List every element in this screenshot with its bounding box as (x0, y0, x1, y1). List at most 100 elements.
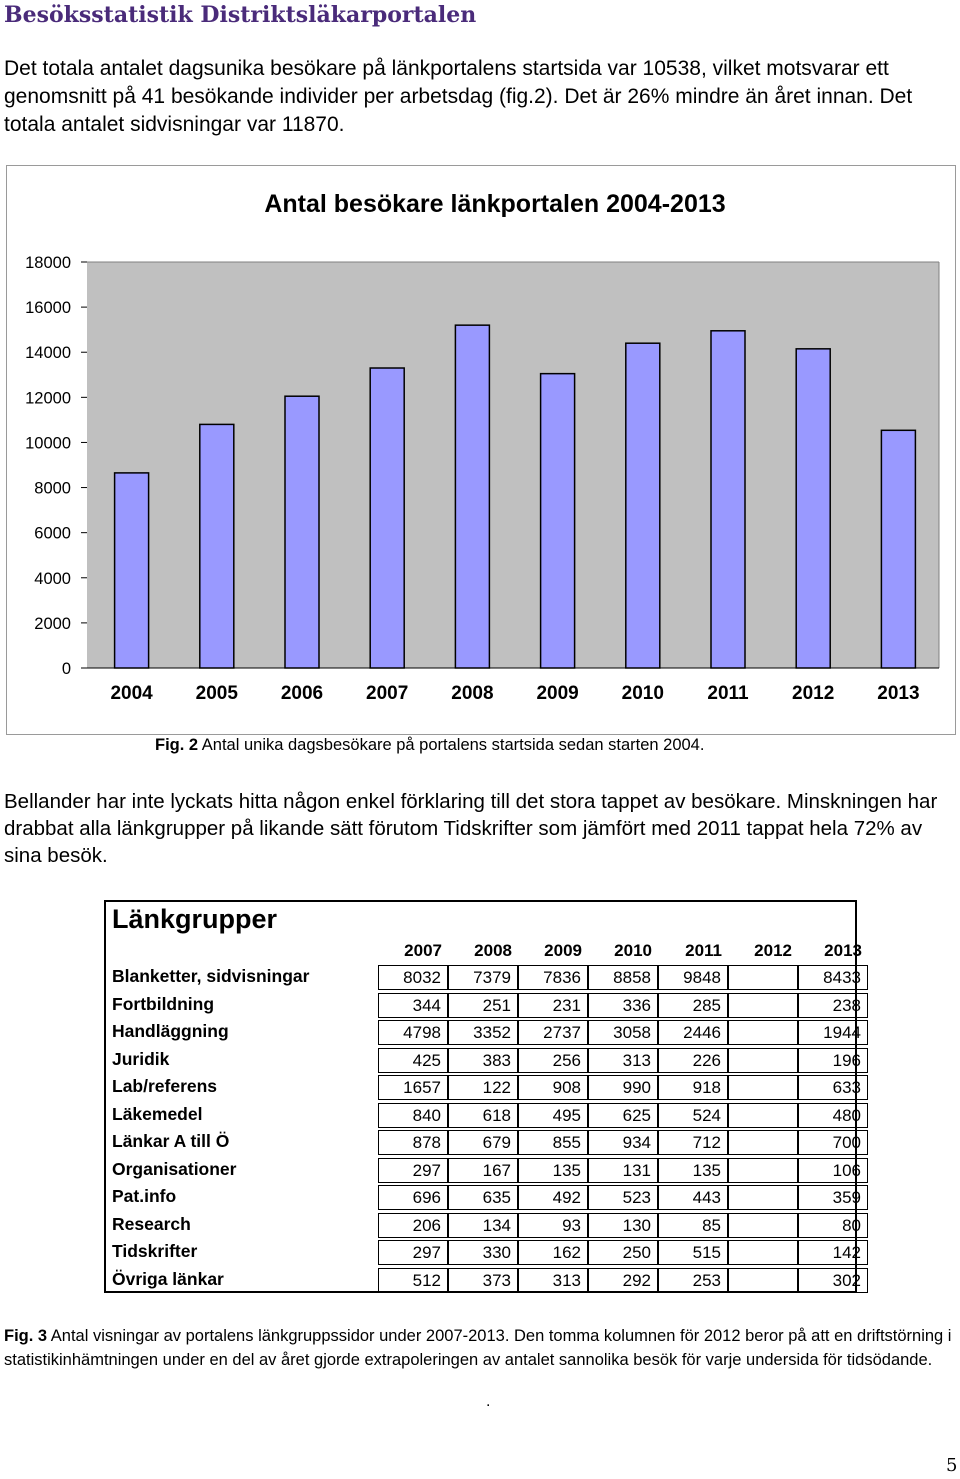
x-tick-label: 2008 (451, 683, 493, 704)
page-title: Besöksstatistik Distriktsläkarportalen (4, 2, 477, 28)
table-cell: 4798 (378, 1020, 448, 1045)
table-cell: 635 (448, 1185, 518, 1210)
row-label: Research (112, 1213, 191, 1234)
row-label: Blanketter, sidvisningar (112, 966, 310, 986)
y-tick-label: 2000 (34, 615, 71, 633)
intro-paragraph: Det totala antalet dagsunika besökare på… (4, 57, 913, 136)
table-cell: 679 (448, 1130, 518, 1155)
table-cell: 344 (378, 992, 448, 1018)
table-cell: 696 (378, 1185, 448, 1210)
stray-dot: . (486, 1393, 491, 1410)
table-cell: 231 (518, 992, 588, 1018)
table-cell: 373 (448, 1267, 518, 1293)
table-cell: 855 (518, 1130, 588, 1155)
x-tick-label: 2007 (366, 683, 408, 704)
y-tick-label: 0 (62, 660, 71, 678)
table-cell: 878 (378, 1130, 448, 1155)
table-cell: 253 (658, 1267, 728, 1293)
table-cell: 167 (448, 1157, 518, 1183)
table-cell: 840 (378, 1102, 448, 1128)
year-header: 2007 (404, 941, 442, 960)
table-cell: 135 (518, 1157, 588, 1183)
x-tick-label: 2009 (536, 683, 578, 704)
table-cell: 700 (798, 1130, 868, 1155)
table-cell: 206 (378, 1212, 448, 1238)
table-cell (728, 965, 798, 990)
year-header: 2013 (824, 941, 862, 960)
table-cell: 162 (518, 1240, 588, 1265)
table-cell: 2737 (518, 1020, 588, 1045)
table-cell: 226 (658, 1047, 728, 1073)
table-cell: 7379 (448, 965, 518, 990)
table-cell: 250 (588, 1240, 658, 1265)
year-header: 2008 (474, 941, 512, 960)
table-cell: 1944 (798, 1020, 868, 1045)
row-label: Fortbildning (112, 993, 215, 1014)
table-cell: 633 (798, 1075, 868, 1100)
y-tick-label: 4000 (34, 570, 71, 588)
table-cell: 297 (378, 1157, 448, 1183)
year-header: 2010 (614, 941, 652, 960)
y-tick-label: 10000 (25, 434, 71, 452)
row-label: Övriga länkar (112, 1268, 224, 1289)
figure-2-caption: Fig. 2 Antal unika dagsbesökare på porta… (155, 736, 704, 755)
table-cell (728, 1047, 798, 1073)
table-cell: 908 (518, 1075, 588, 1100)
table-cell: 130 (588, 1212, 658, 1238)
table-cell: 8433 (798, 965, 868, 990)
visitor-chart: Antal besökare länkportalen 2004-2013 0 20… (6, 165, 956, 735)
row-label: Lab/referens (112, 1076, 218, 1096)
table-cell (728, 1075, 798, 1100)
figure-3-caption: Fig. 3 Antal visningar av portalens länk… (4, 1325, 959, 1372)
year-header: 2012 (754, 941, 792, 960)
page-number: 5 (946, 1455, 958, 1476)
table-cell: 238 (798, 992, 868, 1018)
table-cell: 292 (588, 1267, 658, 1293)
table-cell: 383 (448, 1047, 518, 1073)
table-cell: 918 (658, 1075, 728, 1100)
table-cell: 93 (518, 1212, 588, 1238)
table-cell (728, 992, 798, 1018)
y-tick-label: 18000 (25, 254, 71, 272)
x-tick-label: 2005 (196, 683, 239, 704)
table-cell: 934 (588, 1130, 658, 1155)
table-cell: 251 (448, 992, 518, 1018)
table-cell: 523 (588, 1185, 658, 1210)
table-cell: 425 (378, 1047, 448, 1073)
y-tick-label: 16000 (25, 299, 71, 317)
table-cell: 515 (658, 1240, 728, 1265)
year-header: 2009 (544, 941, 582, 960)
x-tick-label: 2010 (622, 683, 664, 704)
table-cell (728, 1185, 798, 1210)
table-cell: 492 (518, 1185, 588, 1210)
table-cell: 512 (378, 1267, 448, 1293)
table-cell: 9848 (658, 965, 728, 990)
table-cell: 8032 (378, 965, 448, 990)
bar (710, 330, 746, 669)
table-cell (728, 1102, 798, 1128)
table-cell: 712 (658, 1130, 728, 1155)
table-cell: 122 (448, 1075, 518, 1100)
table-cell: 134 (448, 1212, 518, 1238)
table-cell (728, 1020, 798, 1045)
table-cell: 618 (448, 1102, 518, 1128)
table-cell (728, 1157, 798, 1183)
table-cell: 285 (658, 992, 728, 1018)
figure-2-caption-text: Antal unika dagsbesökare på portalens st… (201, 736, 705, 754)
table-cell: 80 (798, 1212, 868, 1238)
table-cell: 495 (518, 1102, 588, 1128)
figure-3-caption-text: Antal visningar av portalens länkgruppss… (4, 1327, 952, 1369)
table-cell (728, 1212, 798, 1238)
x-tick-label: 2006 (281, 683, 323, 704)
table-cell: 142 (798, 1240, 868, 1265)
table-cell: 2446 (658, 1020, 728, 1045)
x-tick-label: 2004 (110, 683, 153, 704)
table-cell: 135 (658, 1157, 728, 1183)
figure-2-label: Fig. 2 (155, 736, 199, 754)
table-cell: 336 (588, 992, 658, 1018)
table-cell: 85 (658, 1212, 728, 1238)
bar (795, 348, 831, 669)
x-tick-label: 2011 (707, 683, 749, 704)
row-label: Läkemedel (112, 1103, 203, 1124)
table-cell: 8858 (588, 965, 658, 990)
